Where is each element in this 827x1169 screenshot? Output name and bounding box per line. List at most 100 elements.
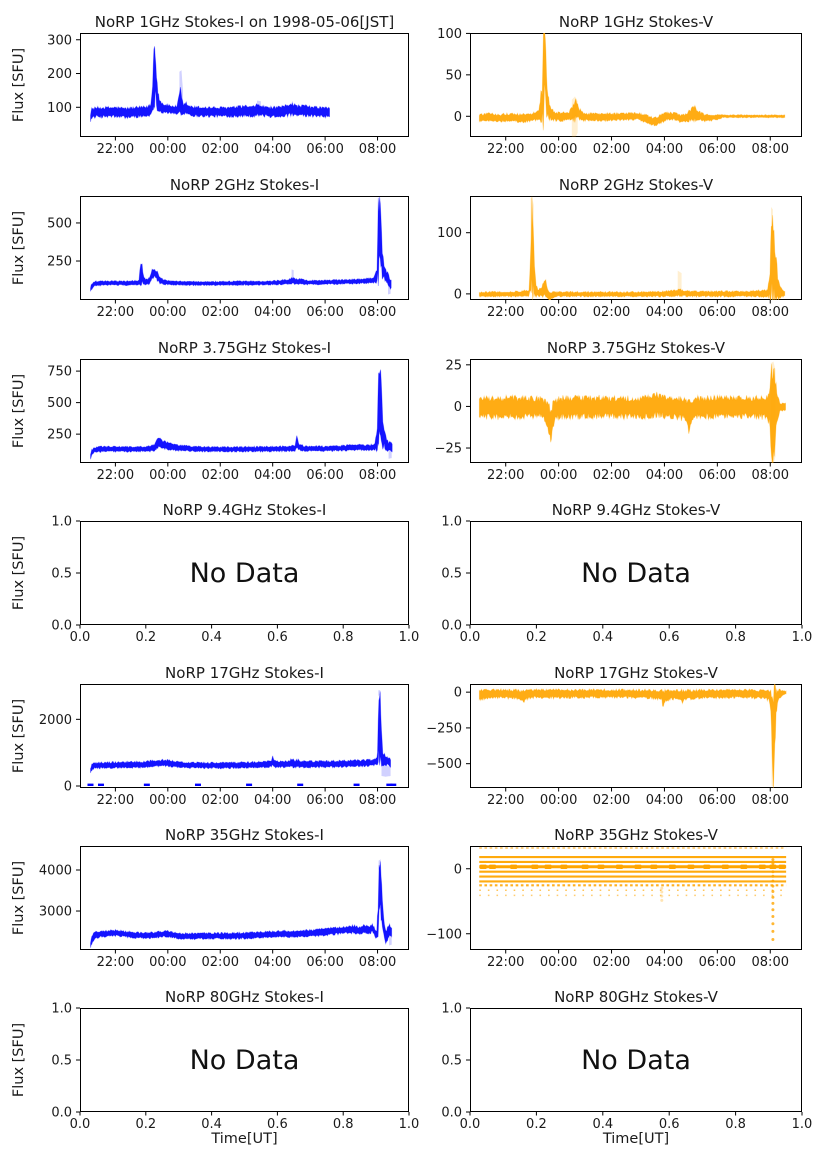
svg-text:08:00: 08:00 bbox=[359, 468, 396, 483]
chart-title: NoRP 1GHz Stokes-V bbox=[558, 12, 714, 31]
svg-text:25: 25 bbox=[445, 358, 462, 373]
series-layer bbox=[90, 46, 330, 122]
svg-text:02:00: 02:00 bbox=[593, 468, 630, 483]
svg-text:22:00: 22:00 bbox=[487, 955, 524, 970]
plot-3p75ghz-stokes-v: 22:00 00:00 02:00 04:00 06:00 08:00 −25 0 25 bbox=[435, 358, 802, 483]
panel-2ghz-stokes-i: NoRP 2GHz Stokes-I Flux [SFU] 22:00 00:00… bbox=[11, 176, 409, 320]
svg-text:−25: −25 bbox=[435, 442, 462, 457]
axes-frame bbox=[80, 521, 409, 625]
y-axis-ticks: 0.0 0.5 1.0 bbox=[441, 515, 470, 634]
svg-text:22:00: 22:00 bbox=[487, 305, 524, 320]
svg-text:0.0: 0.0 bbox=[441, 619, 462, 634]
svg-text:22:00: 22:00 bbox=[97, 955, 134, 970]
svg-text:08:00: 08:00 bbox=[752, 305, 789, 320]
svg-text:06:00: 06:00 bbox=[699, 955, 736, 970]
svg-text:02:00: 02:00 bbox=[593, 305, 630, 320]
svg-text:100: 100 bbox=[437, 27, 462, 42]
svg-text:00:00: 00:00 bbox=[149, 955, 186, 970]
svg-text:08:00: 08:00 bbox=[359, 142, 396, 157]
svg-text:0.2: 0.2 bbox=[526, 1117, 547, 1132]
axes-frame bbox=[470, 196, 802, 300]
svg-text:500: 500 bbox=[47, 396, 72, 411]
svg-text:06:00: 06:00 bbox=[306, 142, 343, 157]
svg-text:04:00: 04:00 bbox=[254, 468, 291, 483]
svg-text:22:00: 22:00 bbox=[487, 793, 524, 808]
y-axis-ticks: 100 200 300 bbox=[47, 33, 80, 116]
svg-text:04:00: 04:00 bbox=[646, 793, 683, 808]
svg-text:0.4: 0.4 bbox=[201, 630, 222, 645]
y-axis-ticks: 0 100 bbox=[437, 226, 470, 302]
svg-text:100: 100 bbox=[437, 226, 462, 241]
svg-text:04:00: 04:00 bbox=[646, 142, 683, 157]
chart-title: NoRP 35GHz Stokes-I bbox=[165, 825, 324, 844]
y-axis-ticks: 3000 4000 bbox=[39, 864, 80, 920]
svg-text:0.2: 0.2 bbox=[526, 630, 547, 645]
svg-text:04:00: 04:00 bbox=[254, 142, 291, 157]
svg-text:300: 300 bbox=[47, 33, 72, 48]
y-axis-ticks: 0.0 0.5 1.0 bbox=[441, 1002, 470, 1121]
svg-text:00:00: 00:00 bbox=[540, 305, 577, 320]
svg-text:22:00: 22:00 bbox=[97, 305, 134, 320]
y-axis-ticks: 250 500 750 bbox=[47, 365, 80, 443]
svg-text:08:00: 08:00 bbox=[359, 955, 396, 970]
svg-text:−100: −100 bbox=[426, 927, 462, 942]
panel-1ghz-stokes-v: NoRP 1GHz Stokes-V 22:00 00:00 02:00 04:00 0… bbox=[437, 13, 802, 157]
svg-text:0: 0 bbox=[454, 400, 462, 415]
series-layer bbox=[478, 361, 786, 463]
svg-text:0.0: 0.0 bbox=[441, 1106, 462, 1121]
y-axis-label: Flux [SFU] bbox=[11, 1022, 27, 1098]
svg-text:02:00: 02:00 bbox=[593, 793, 630, 808]
svg-text:200: 200 bbox=[47, 67, 72, 82]
panel-3p75ghz-stokes-i: NoRP 3.75GHz Stokes-I Flux [SFU] 22:00 00… bbox=[11, 339, 409, 483]
svg-text:0.6: 0.6 bbox=[267, 630, 288, 645]
svg-text:0: 0 bbox=[454, 686, 462, 701]
y-axis-ticks: 0.0 0.5 1.0 bbox=[51, 1002, 80, 1121]
x-axis-ticks: 22:00 00:00 02:00 04:00 06:00 08:00 bbox=[487, 463, 789, 483]
svg-text:02:00: 02:00 bbox=[593, 142, 630, 157]
series-layer bbox=[478, 33, 786, 137]
plot-35ghz-stokes-i: 22:00 00:00 02:00 04:00 06:00 08:00 3000 4000 bbox=[39, 846, 409, 970]
svg-text:250: 250 bbox=[47, 255, 72, 270]
plot-2ghz-stokes-i: 22:00 00:00 02:00 04:00 06:00 08:00 250 500 bbox=[47, 196, 409, 320]
svg-text:08:00: 08:00 bbox=[752, 955, 789, 970]
x-axis-ticks: 22:00 00:00 02:00 04:00 06:00 08:00 bbox=[487, 137, 789, 157]
x-axis-label: Time[UT] bbox=[211, 1131, 278, 1147]
svg-text:00:00: 00:00 bbox=[149, 305, 186, 320]
svg-text:0.8: 0.8 bbox=[333, 630, 354, 645]
svg-text:0.0: 0.0 bbox=[51, 1106, 72, 1121]
svg-text:0: 0 bbox=[64, 780, 72, 795]
y-axis-ticks: 0 −100 bbox=[426, 862, 470, 942]
svg-text:02:00: 02:00 bbox=[202, 305, 239, 320]
svg-text:50: 50 bbox=[445, 68, 462, 83]
svg-text:00:00: 00:00 bbox=[540, 955, 577, 970]
svg-text:−500: −500 bbox=[426, 757, 462, 772]
panel-9p4ghz-stokes-v: NoRP 9.4GHz Stokes-V No Data 0.0 0.2 0.4 0.… bbox=[441, 501, 812, 645]
plot-1ghz-stokes-v: 22:00 00:00 02:00 04:00 06:00 08:00 0 50 100 bbox=[437, 27, 802, 157]
svg-text:1.0: 1.0 bbox=[399, 630, 420, 645]
svg-text:0.0: 0.0 bbox=[70, 630, 91, 645]
svg-text:08:00: 08:00 bbox=[359, 305, 396, 320]
svg-text:0.5: 0.5 bbox=[441, 567, 462, 582]
svg-text:0.5: 0.5 bbox=[51, 567, 72, 582]
svg-text:04:00: 04:00 bbox=[646, 955, 683, 970]
svg-text:00:00: 00:00 bbox=[149, 142, 186, 157]
svg-text:0.0: 0.0 bbox=[460, 1117, 481, 1132]
svg-text:2000: 2000 bbox=[39, 713, 72, 728]
svg-text:04:00: 04:00 bbox=[646, 468, 683, 483]
svg-text:100: 100 bbox=[47, 101, 72, 116]
svg-text:08:00: 08:00 bbox=[752, 468, 789, 483]
axes-frame bbox=[470, 33, 802, 137]
svg-text:0.6: 0.6 bbox=[659, 1117, 680, 1132]
series-layer bbox=[90, 196, 392, 295]
svg-text:0.4: 0.4 bbox=[592, 1117, 613, 1132]
svg-text:750: 750 bbox=[47, 365, 72, 380]
svg-text:06:00: 06:00 bbox=[699, 793, 736, 808]
panel-80ghz-stokes-i: NoRP 80GHz Stokes-I Flux [SFU] Time[UT] … bbox=[11, 988, 419, 1147]
svg-text:0.8: 0.8 bbox=[725, 630, 746, 645]
chart-title: NoRP 9.4GHz Stokes-V bbox=[551, 500, 721, 519]
panel-2ghz-stokes-v: NoRP 2GHz Stokes-V 22:00 00:00 02:00 04:00 0… bbox=[437, 176, 802, 320]
axes-frame bbox=[80, 359, 409, 463]
svg-text:04:00: 04:00 bbox=[254, 305, 291, 320]
axes-frame bbox=[80, 33, 409, 137]
svg-text:00:00: 00:00 bbox=[540, 468, 577, 483]
